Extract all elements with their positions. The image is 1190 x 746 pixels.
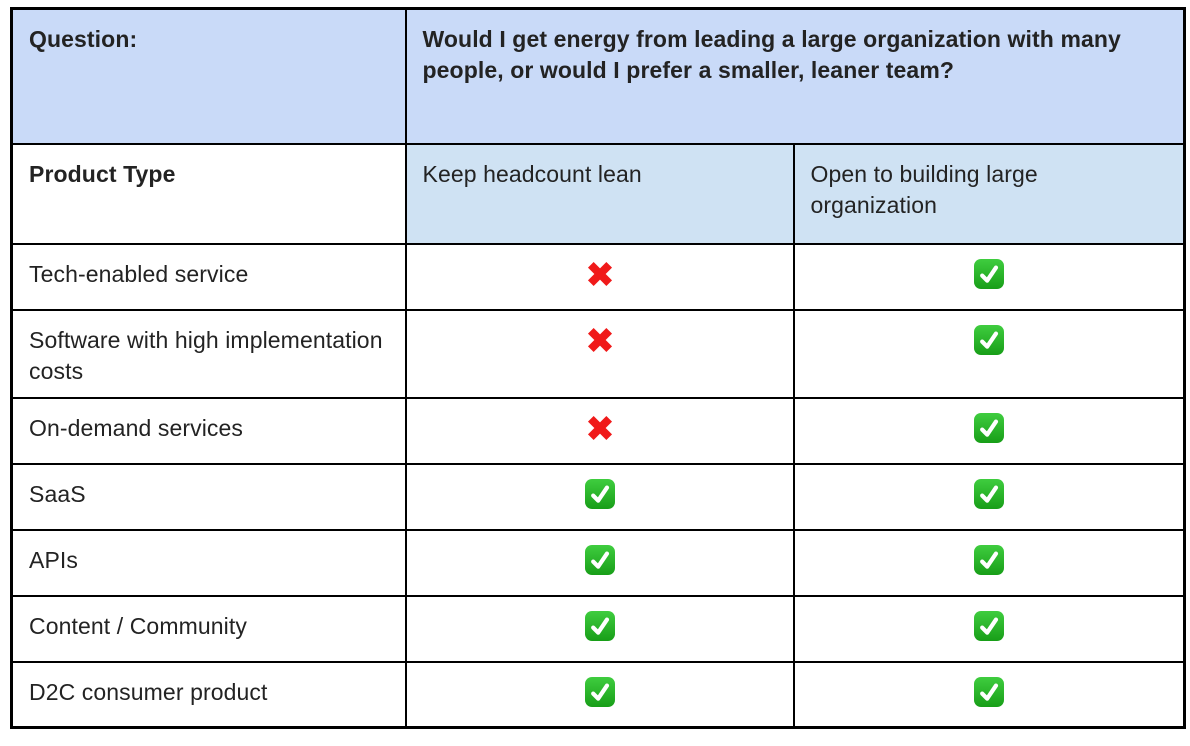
row-label-cell: SaaS [10, 462, 407, 531]
lean-value-cell [404, 462, 795, 531]
lean-value-cell [404, 528, 795, 597]
question-text-cell: Would I get energy from leading a large … [404, 7, 1186, 145]
large-org-header-cell: Open to building large organization [792, 142, 1186, 245]
row-label-cell: Software with high implementation costs [10, 308, 407, 399]
table-row: Tech-enabled service [10, 242, 1186, 311]
check-icon [584, 478, 615, 509]
large-value-cell [792, 462, 1186, 531]
check-icon [584, 676, 615, 707]
table-row: Software with high implementation costs [10, 308, 1186, 399]
large-value-cell [792, 528, 1186, 597]
table-row: Content / Community [10, 594, 1186, 663]
large-value-cell [792, 594, 1186, 663]
check-icon [973, 478, 1004, 509]
cross-icon [585, 413, 615, 443]
table-row: On-demand services [10, 396, 1186, 465]
large-value-cell [792, 396, 1186, 465]
lean-value-cell [404, 308, 795, 399]
header-row: Product Type Keep headcount lean Open to… [10, 142, 1186, 245]
row-label-cell: Tech-enabled service [10, 242, 407, 311]
table-row: APIs [10, 528, 1186, 597]
lean-value-cell [404, 594, 795, 663]
table-row: SaaS [10, 462, 1186, 531]
row-label-cell: D2C consumer product [10, 660, 407, 729]
row-label-cell: APIs [10, 528, 407, 597]
lean-header-cell: Keep headcount lean [404, 142, 795, 245]
check-icon [973, 676, 1004, 707]
cross-icon [585, 259, 615, 289]
check-icon [973, 412, 1004, 443]
cross-icon [585, 325, 615, 355]
large-value-cell [792, 242, 1186, 311]
decision-table: Question: Would I get energy from leadin… [10, 7, 1186, 729]
large-value-cell [792, 660, 1186, 729]
check-icon [584, 544, 615, 575]
question-row: Question: Would I get energy from leadin… [10, 7, 1186, 145]
lean-value-cell [404, 242, 795, 311]
check-icon [973, 544, 1004, 575]
lean-value-cell [404, 660, 795, 729]
check-icon [584, 610, 615, 641]
check-icon [973, 610, 1004, 641]
table-row: D2C consumer product [10, 660, 1186, 729]
question-label-cell: Question: [10, 7, 407, 145]
lean-value-cell [404, 396, 795, 465]
check-icon [973, 324, 1004, 355]
row-label-cell: On-demand services [10, 396, 407, 465]
row-label-cell: Content / Community [10, 594, 407, 663]
table-body: Question: Would I get energy from leadin… [10, 7, 1186, 729]
check-icon [973, 258, 1004, 289]
product-type-header-cell: Product Type [10, 142, 407, 245]
large-value-cell [792, 308, 1186, 399]
